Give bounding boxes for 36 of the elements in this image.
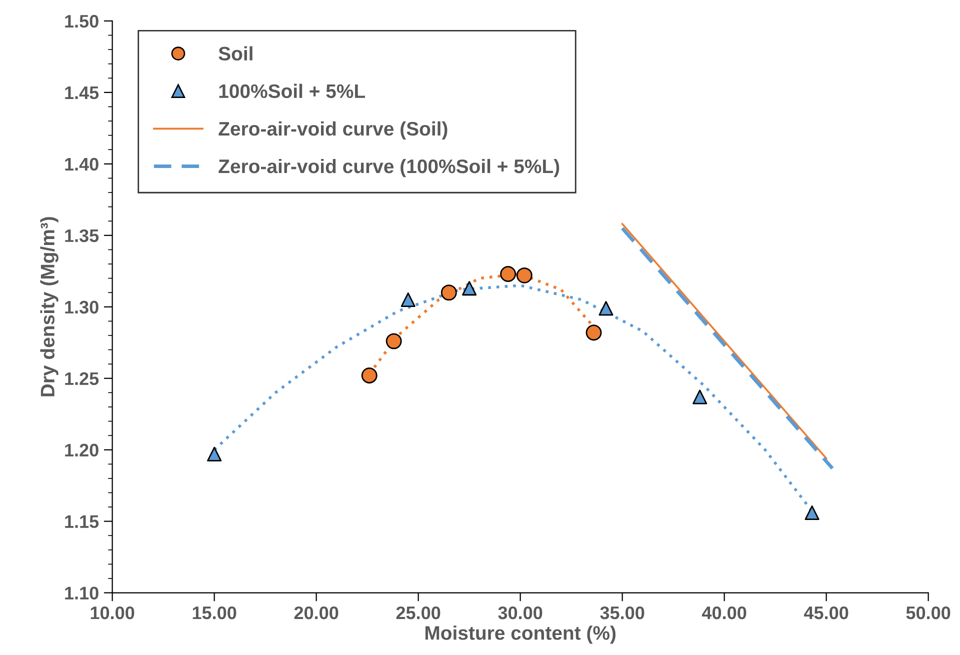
y-axis-title: Dry density (Mg/m³)	[40, 217, 58, 396]
point	[586, 324, 602, 341]
x-tick-label: 25.00	[396, 606, 440, 620]
point	[400, 292, 416, 308]
legend-label: Zero-air-void curve (Soil)	[218, 121, 448, 140]
x-tick-label: 30.00	[498, 606, 542, 620]
x-tick-label: 50.00	[906, 606, 950, 620]
x-tick-label: 45.00	[804, 606, 848, 620]
legend-label: 100%Soil + 5%L	[219, 84, 366, 98]
point	[207, 446, 222, 462]
point	[386, 333, 402, 350]
point	[598, 301, 614, 316]
x-tick-label: 35.00	[600, 606, 644, 620]
y-tick-label: 1.30	[65, 300, 98, 314]
point	[361, 368, 378, 384]
legend-label: Zero-air-void curve (100%Soil + 5%L)	[218, 158, 560, 178]
legend-label: Soil	[218, 46, 252, 61]
point	[516, 267, 532, 284]
x-tick-label: 15.00	[192, 606, 236, 620]
y-tick-label: 1.25	[65, 372, 99, 386]
y-tick-label: 1.20	[65, 444, 98, 457]
point	[804, 505, 820, 520]
y-tick-label: 1.40	[65, 158, 98, 171]
point	[692, 390, 708, 404]
y-tick-label: 1.10	[65, 586, 98, 600]
x-tick-label: 20.00	[294, 606, 338, 620]
x-tick-label: 40.00	[702, 606, 746, 620]
x-tick-label: 10.00	[90, 606, 134, 620]
x-axis-title: Moisture content (%)	[425, 626, 616, 644]
y-tick-label: 1.50	[65, 14, 98, 28]
y-tick-label: 1.15	[65, 515, 99, 528]
point	[462, 281, 477, 296]
point	[500, 266, 516, 282]
y-tick-label: 1.45	[65, 86, 99, 100]
point	[440, 284, 457, 301]
y-tick-label: 1.35	[65, 229, 99, 242]
